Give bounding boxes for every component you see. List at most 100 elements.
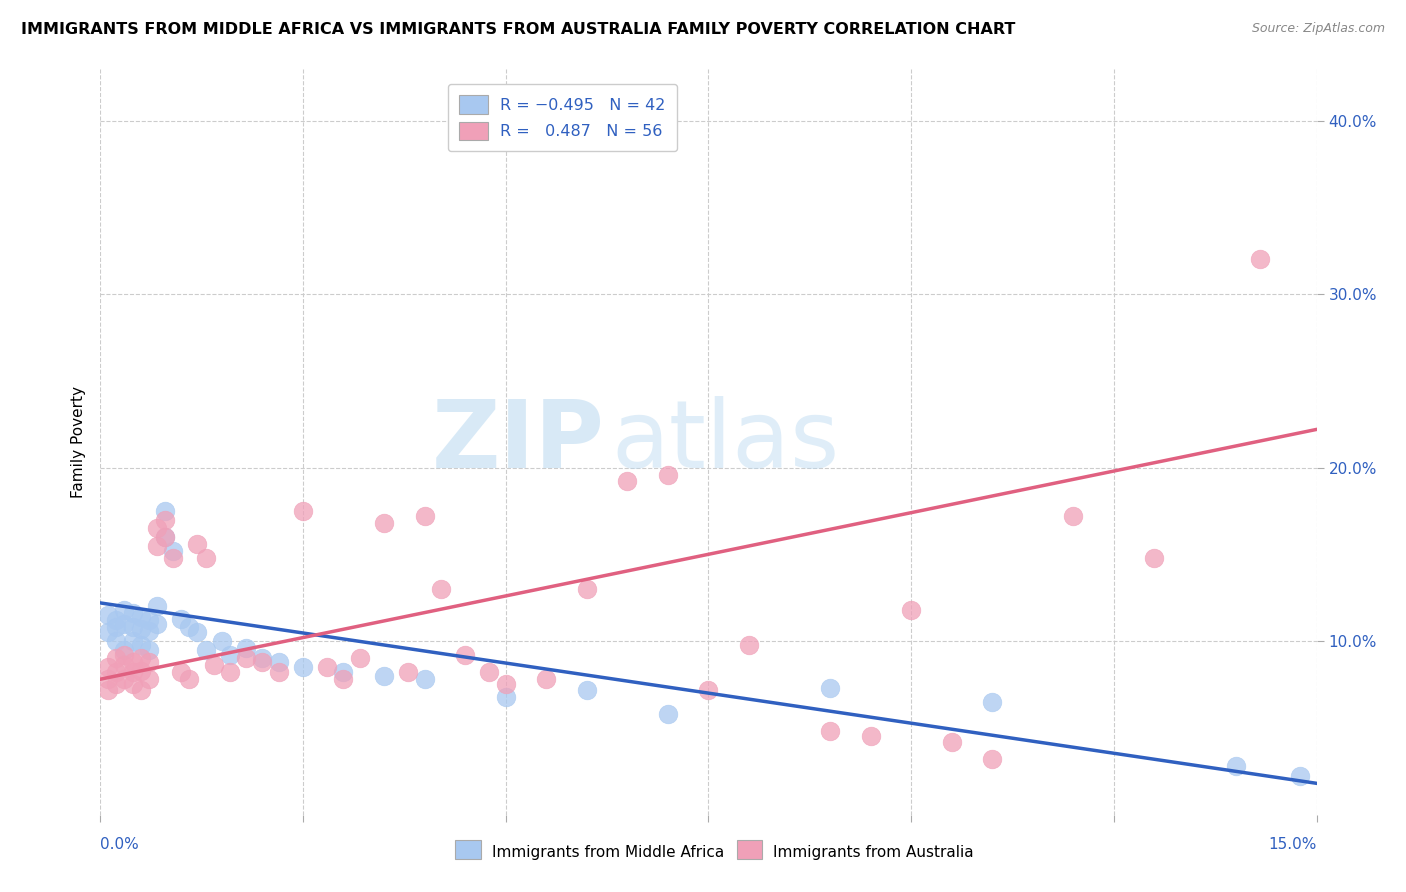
Point (252, 651, 274, 665)
Point (97, 682, 120, 697)
Point (129, 609, 152, 624)
Point (97, 672, 120, 686)
Point (1225, 759, 1247, 773)
Point (129, 638, 152, 652)
Point (186, 537, 208, 551)
Point (332, 672, 354, 686)
Point (1289, 769, 1312, 783)
Point (349, 651, 371, 665)
Point (146, 616, 169, 631)
Point (105, 677, 128, 691)
Point (373, 516, 395, 530)
Point (291, 504, 314, 518)
Point (1062, 509, 1084, 524)
Y-axis label: Family Poverty: Family Poverty (72, 385, 86, 498)
Point (495, 677, 517, 691)
Point (413, 509, 436, 524)
Point (495, 690, 517, 704)
Point (170, 665, 193, 680)
Point (534, 672, 557, 686)
Point (153, 530, 176, 544)
Point (162, 544, 184, 558)
Point (291, 660, 314, 674)
Point (478, 665, 501, 680)
Point (138, 672, 160, 686)
Point (818, 681, 841, 695)
Point (129, 682, 152, 697)
Text: Source: ZipAtlas.com: Source: ZipAtlas.com (1251, 22, 1385, 36)
Text: Immigrants from Australia: Immigrants from Australia (773, 845, 974, 860)
Point (105, 665, 128, 680)
Point (105, 634, 128, 648)
Point (121, 665, 143, 680)
Point (114, 642, 136, 657)
Point (105, 651, 128, 665)
Legend: R = −0.495   N = 42, R =   0.487   N = 56: R = −0.495 N = 42, R = 0.487 N = 56 (447, 84, 678, 152)
Point (252, 655, 274, 669)
Point (267, 665, 290, 680)
Point (179, 672, 201, 686)
Point (396, 665, 419, 680)
Point (900, 603, 922, 617)
Text: 15.0%: 15.0% (1268, 837, 1316, 852)
Point (138, 655, 160, 669)
Point (121, 620, 143, 634)
Point (153, 530, 176, 544)
Point (429, 582, 451, 596)
Point (267, 655, 290, 669)
Point (219, 665, 242, 680)
Point (170, 611, 193, 625)
Point (738, 638, 761, 652)
Text: ZIP: ZIP (432, 395, 605, 488)
Point (454, 648, 477, 662)
Point (138, 613, 160, 627)
Point (818, 724, 841, 739)
Point (153, 504, 176, 518)
Point (1143, 550, 1166, 565)
Point (575, 682, 598, 697)
Point (121, 607, 143, 621)
Point (332, 665, 354, 680)
Point (202, 658, 225, 673)
Point (146, 539, 169, 553)
Point (941, 734, 963, 748)
Point (105, 620, 128, 634)
Point (121, 634, 143, 648)
Point (162, 550, 184, 565)
Point (129, 651, 152, 665)
Point (138, 642, 160, 657)
Point (859, 730, 882, 744)
Text: 0.0%: 0.0% (100, 837, 139, 852)
Point (153, 513, 176, 527)
Point (121, 655, 143, 669)
Point (413, 672, 436, 686)
Point (105, 613, 128, 627)
Point (186, 625, 208, 640)
Point (373, 669, 395, 683)
Text: atlas: atlas (612, 395, 839, 488)
Point (179, 620, 201, 634)
Point (316, 660, 339, 674)
Point (138, 624, 160, 638)
Text: Immigrants from Middle Africa: Immigrants from Middle Africa (492, 845, 724, 860)
Point (97, 608, 120, 623)
Point (211, 634, 233, 648)
Point (114, 648, 136, 662)
Point (235, 640, 257, 655)
Point (114, 658, 136, 673)
Point (616, 475, 638, 489)
Point (697, 682, 720, 697)
Text: IMMIGRANTS FROM MIDDLE AFRICA VS IMMIGRANTS FROM AUSTRALIA FAMILY POVERTY CORREL: IMMIGRANTS FROM MIDDLE AFRICA VS IMMIGRA… (21, 22, 1015, 37)
Point (97, 625, 120, 640)
Point (129, 622, 152, 636)
Point (146, 521, 169, 535)
Point (657, 467, 679, 482)
Point (114, 603, 136, 617)
Point (657, 706, 679, 721)
Point (981, 752, 1004, 766)
Point (575, 582, 598, 596)
Point (121, 677, 143, 691)
Point (981, 695, 1004, 709)
Point (129, 664, 152, 678)
Point (146, 599, 169, 614)
